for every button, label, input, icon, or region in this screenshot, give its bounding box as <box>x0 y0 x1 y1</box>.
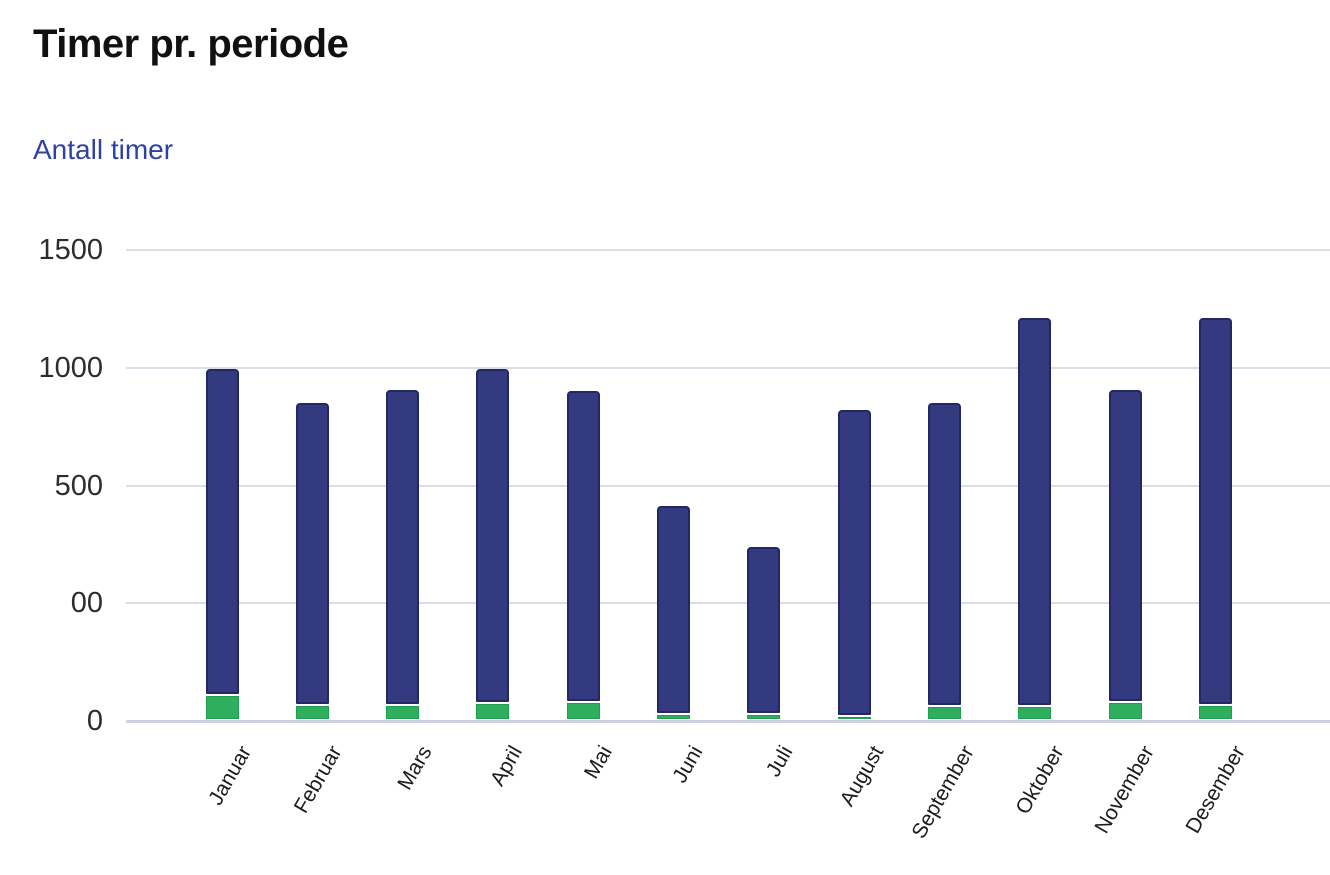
y-axis-tick-label: 1000 <box>38 351 103 384</box>
y-axis-tick-label: 0 <box>86 705 103 737</box>
bar-segment-dark-blue[interactable] <box>566 390 600 702</box>
x-axis-line <box>126 720 1330 723</box>
x-axis-label-januar: Januar <box>203 742 256 810</box>
gridline <box>126 484 1330 487</box>
bar-juli[interactable] <box>747 547 781 719</box>
bar-segment-dark-blue[interactable] <box>747 547 781 714</box>
gridline <box>126 602 1330 605</box>
bar-segment-dark-blue[interactable] <box>205 369 239 694</box>
bar-segment-dark-blue[interactable] <box>1108 390 1142 702</box>
bar-segment-green[interactable] <box>205 695 239 719</box>
bar-segment-green[interactable] <box>566 703 600 719</box>
page-title: Timer pr. periode <box>33 22 349 66</box>
bar-segment-dark-blue[interactable] <box>386 390 420 704</box>
x-axis-label-oktober: Oktober <box>1011 742 1069 819</box>
y-axis-tick-label: 500 <box>54 469 103 502</box>
x-axis-label-juli: Juli <box>762 742 798 781</box>
bar-oktober[interactable] <box>1018 318 1052 719</box>
bar-segment-dark-blue[interactable] <box>476 369 510 703</box>
bar-segment-green[interactable] <box>1108 703 1142 719</box>
bar-segment-green[interactable] <box>1199 705 1232 719</box>
x-axis-label-september: September <box>907 742 979 843</box>
bar-segment-dark-blue[interactable] <box>1018 318 1052 705</box>
bar-januar[interactable] <box>205 369 239 719</box>
x-axis-label-desember: Desember <box>1181 742 1250 838</box>
x-axis-label-november: November <box>1090 742 1160 838</box>
bar-segment-green[interactable] <box>928 706 962 719</box>
gridline <box>126 366 1330 369</box>
x-axis-label-februar: Februar <box>289 742 347 818</box>
bar-november[interactable] <box>1108 390 1142 719</box>
bar-segment-green[interactable] <box>386 705 420 719</box>
y-axis-tick-label: 1500 <box>38 234 103 266</box>
bar-segment-dark-blue[interactable] <box>657 505 691 714</box>
bar-segment-green[interactable] <box>747 715 781 719</box>
bar-segment-green[interactable] <box>657 715 691 719</box>
x-axis-label-april: April <box>485 742 527 790</box>
bar-august[interactable] <box>837 410 871 719</box>
bar-segment-green[interactable] <box>476 704 510 719</box>
bar-april[interactable] <box>476 369 510 719</box>
bar-segment-green[interactable] <box>295 705 329 719</box>
bar-segment-green[interactable] <box>837 716 871 719</box>
x-axis-label-juni: Juni <box>668 742 708 787</box>
bar-desember[interactable] <box>1199 318 1232 719</box>
bar-segment-dark-blue[interactable] <box>1199 318 1232 704</box>
x-axis-label-mars: Mars <box>393 742 437 794</box>
y-axis-title: Antall timer <box>33 134 174 165</box>
bar-februar[interactable] <box>295 402 329 719</box>
bar-segment-dark-blue[interactable] <box>295 402 329 704</box>
y-axis-tick-label: 00 <box>70 587 103 620</box>
gridline <box>126 249 1330 251</box>
x-axis-label-mai: Mai <box>580 742 618 783</box>
bar-segment-green[interactable] <box>1018 706 1052 719</box>
bar-juni[interactable] <box>657 505 691 719</box>
bar-mai[interactable] <box>566 390 600 719</box>
bar-mars[interactable] <box>386 390 420 719</box>
bar-segment-dark-blue[interactable] <box>928 402 962 705</box>
bar-september[interactable] <box>928 402 962 719</box>
bar-segment-dark-blue[interactable] <box>837 410 871 715</box>
x-axis-label-august: August <box>835 742 889 811</box>
